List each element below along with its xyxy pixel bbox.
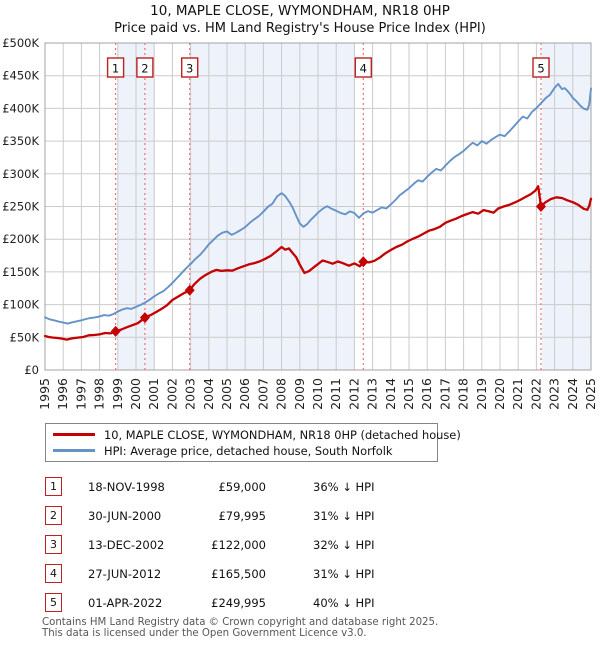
svg-text:2009: 2009 — [292, 378, 307, 410]
svg-text:2014: 2014 — [383, 378, 398, 410]
sale-date: 30-JUN-2000 — [88, 509, 162, 523]
sale-date: 01-APR-2022 — [88, 596, 163, 610]
price-history-chart: 1995 1996 1997 1998 1999 2000 2001 2002 2003 2004… — [2, 36, 598, 410]
svg-text:1996: 1996 — [55, 378, 70, 410]
svg-text:2020: 2020 — [492, 378, 507, 410]
svg-text:£400K: £400K — [2, 101, 39, 115]
svg-text:1997: 1997 — [73, 378, 88, 410]
svg-text:2000: 2000 — [128, 378, 143, 410]
table-row: 5 01-APR-2022 £249,995 40% ↓ HPI — [0, 593, 600, 613]
chart-legend: 10, MAPLE CLOSE, WYMONDHAM, NR18 0HP (de… — [45, 423, 461, 462]
svg-text:2012: 2012 — [346, 378, 361, 410]
sale-price: £59,000 — [218, 480, 266, 494]
sale-date: 13-DEC-2002 — [88, 538, 165, 552]
row-number-badge: 1 — [45, 477, 62, 496]
sale-vs-hpi: 32% ↓ HPI — [313, 538, 375, 552]
legend-label-property: 10, MAPLE CLOSE, WYMONDHAM, NR18 0HP (de… — [104, 427, 461, 442]
sale-price: £122,000 — [211, 538, 266, 552]
svg-text:2002: 2002 — [164, 378, 179, 410]
svg-text:£500K: £500K — [2, 36, 39, 50]
svg-text:£350K: £350K — [2, 134, 39, 148]
svg-text:3: 3 — [186, 62, 193, 76]
svg-text:2025: 2025 — [583, 378, 598, 410]
svg-text:2011: 2011 — [328, 378, 343, 410]
page-subtitle: Price paid vs. HM Land Registry's House … — [114, 21, 486, 36]
svg-text:2010: 2010 — [310, 378, 325, 410]
svg-text:2021: 2021 — [510, 378, 525, 410]
svg-text:2005: 2005 — [219, 378, 234, 410]
sale-vs-hpi: 31% ↓ HPI — [313, 567, 375, 581]
footer-copyright-line1: Contains HM Land Registry data © Crown c… — [42, 617, 439, 628]
sale-date: 27-JUN-2012 — [88, 567, 162, 581]
svg-text:2022: 2022 — [528, 378, 543, 410]
svg-text:2018: 2018 — [456, 378, 471, 410]
svg-text:1: 1 — [112, 62, 119, 76]
svg-text:£300K: £300K — [2, 167, 39, 181]
sale-price: £79,995 — [218, 509, 266, 523]
table-row: 3 13-DEC-2002 £122,000 32% ↓ HPI — [0, 535, 600, 555]
row-number-badge: 5 — [45, 593, 62, 612]
svg-text:£50K: £50K — [10, 330, 40, 344]
row-number-badge: 2 — [45, 506, 62, 525]
svg-text:2001: 2001 — [146, 378, 161, 410]
legend-label-hpi: HPI: Average price, detached house, Sout… — [104, 443, 393, 458]
svg-text:1995: 1995 — [37, 378, 52, 410]
legend-item-property: 10, MAPLE CLOSE, WYMONDHAM, NR18 0HP (de… — [46, 427, 461, 443]
footer-copyright-line2: This data is licensed under the Open Gov… — [42, 628, 367, 640]
sale-price: £165,500 — [211, 567, 266, 581]
svg-text:2003: 2003 — [183, 378, 198, 410]
svg-text:£100K: £100K — [2, 298, 39, 312]
legend-item-hpi: HPI: Average price, detached house, Sout… — [46, 443, 437, 459]
svg-text:£450K: £450K — [2, 69, 39, 83]
svg-text:4: 4 — [360, 62, 367, 76]
red-line-swatch — [53, 433, 95, 436]
svg-text:1999: 1999 — [110, 378, 125, 410]
svg-text:2023: 2023 — [547, 378, 562, 410]
svg-text:2007: 2007 — [255, 378, 270, 410]
svg-text:2008: 2008 — [274, 378, 289, 410]
table-row: 1 18-NOV-1998 £59,000 36% ↓ HPI — [0, 477, 600, 497]
sale-date: 18-NOV-1998 — [88, 480, 165, 494]
svg-text:2: 2 — [141, 62, 148, 76]
blue-line-swatch — [53, 449, 95, 452]
row-number-badge: 3 — [45, 535, 62, 554]
svg-text:£150K: £150K — [2, 265, 39, 279]
svg-text:5: 5 — [537, 62, 544, 76]
sale-vs-hpi: 36% ↓ HPI — [313, 480, 375, 494]
svg-text:2017: 2017 — [437, 378, 452, 410]
svg-text:2004: 2004 — [201, 378, 216, 410]
row-number-badge: 4 — [45, 564, 62, 583]
footer-copyright: Contains HM Land Registry data © Crown c… — [42, 617, 438, 640]
sale-vs-hpi: 40% ↓ HPI — [313, 596, 375, 610]
svg-text:1998: 1998 — [92, 378, 107, 410]
table-row: 4 27-JUN-2012 £165,500 31% ↓ HPI — [0, 564, 600, 584]
svg-text:2019: 2019 — [474, 378, 489, 410]
svg-text:2006: 2006 — [237, 378, 252, 410]
svg-text:£250K: £250K — [2, 200, 39, 214]
svg-text:£200K: £200K — [2, 232, 39, 246]
page-title: 10, MAPLE CLOSE, WYMONDHAM, NR18 0HP — [150, 3, 450, 19]
sale-price: £249,995 — [211, 596, 266, 610]
svg-text:2013: 2013 — [365, 378, 380, 410]
svg-text:£0: £0 — [24, 363, 39, 377]
svg-text:2015: 2015 — [401, 378, 416, 410]
svg-text:2024: 2024 — [565, 378, 580, 410]
sale-vs-hpi: 31% ↓ HPI — [313, 509, 375, 523]
table-row: 2 30-JUN-2000 £79,995 31% ↓ HPI — [0, 506, 600, 526]
svg-text:2016: 2016 — [419, 378, 434, 410]
